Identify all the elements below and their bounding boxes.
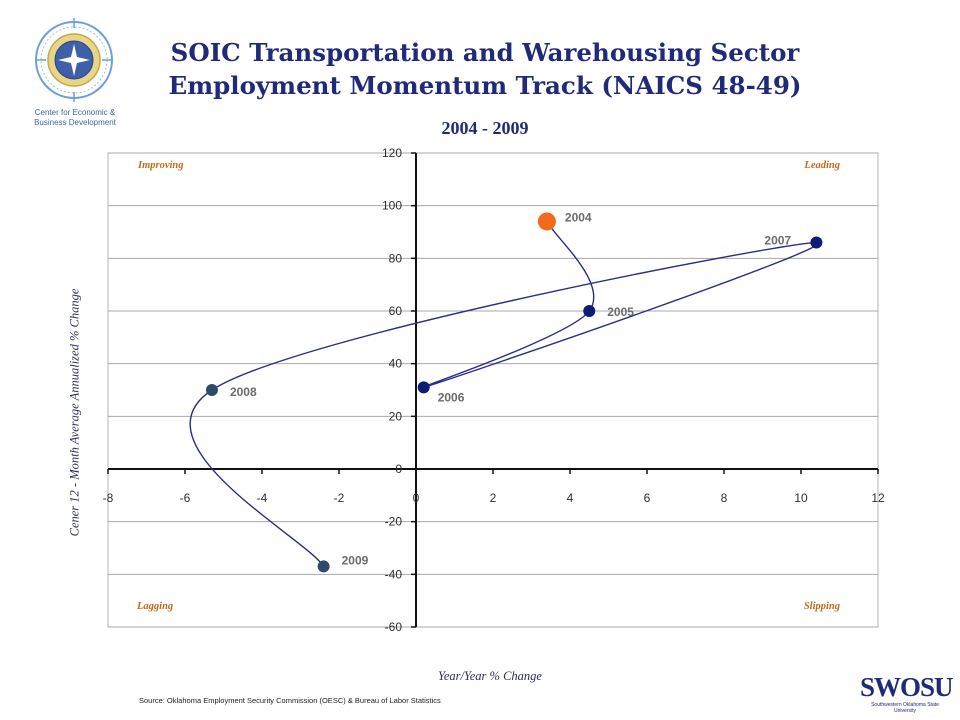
x-tick-label: -2	[334, 491, 345, 505]
y-tick-label: 120	[382, 146, 402, 160]
point-label-2006: 2006	[438, 390, 465, 404]
point-2007	[810, 236, 823, 249]
quadrant-slipping: Slipping	[804, 601, 840, 612]
chart-subtitle: 2004 - 2009	[441, 118, 529, 138]
point-label-2004: 2004	[565, 210, 592, 224]
quadrant-leading: Leading	[803, 160, 840, 171]
x-axis-label: Year/Year % Change	[438, 669, 542, 683]
y-tick-label: 80	[389, 251, 403, 265]
x-tick-label: 6	[644, 491, 651, 505]
swosu-logo: SWOSU Southwestern Oklahoma State Univer…	[860, 672, 954, 714]
y-tick-label: 60	[389, 304, 403, 318]
y-tick-label: -20	[385, 515, 403, 529]
logo-caption-line1: Center for Economic &	[34, 108, 116, 117]
plot-area	[107, 152, 879, 628]
x-tick-label: 4	[567, 491, 574, 505]
x-tick-label: -8	[103, 491, 114, 505]
y-tick-label: -60	[385, 620, 403, 634]
axes	[107, 152, 879, 628]
point-2006	[417, 381, 430, 394]
tick-labels: -8 -6 -4 -2 0 2 4 6 8 10 12-60-40-2002040608010012…	[103, 146, 885, 634]
grid-lines	[108, 152, 878, 628]
point-2008	[205, 384, 218, 396]
brand-name: SWOSU	[860, 672, 954, 702]
seal-logo	[35, 18, 113, 102]
logo-caption: Center for Economic & Business Developme…	[22, 108, 128, 128]
x-tick-label: 10	[794, 491, 808, 505]
point-label-2007: 2007	[764, 234, 791, 248]
point-label-2009: 2009	[342, 553, 369, 567]
quadrant-labels: Improving Leading Lagging Slipping	[136, 160, 840, 612]
track-line	[189, 221, 820, 567]
x-tick-label: -6	[180, 491, 191, 505]
quadrant-improving: Improving	[137, 160, 184, 171]
x-tick-label: 12	[871, 491, 885, 505]
point-2004	[537, 212, 556, 231]
point-2005	[583, 305, 596, 317]
compass-star-icon	[58, 44, 90, 76]
x-tick-label: -4	[257, 491, 268, 505]
source-note: Source: Oklahoma Employment Security Com…	[139, 696, 441, 705]
y-tick-label: 20	[389, 409, 403, 423]
momentum-track	[189, 221, 820, 567]
y-tick-label: 0	[395, 462, 402, 476]
point-label-2005: 2005	[607, 305, 634, 319]
title-line2: Employment Momentum Track (NAICS 48-49)	[168, 71, 802, 100]
x-tick-label: 0	[413, 491, 420, 505]
quadrant-lagging: Lagging	[136, 601, 173, 612]
y-tick-label: 100	[382, 199, 402, 213]
title-line1: SOIC Transportation and Warehousing Sect…	[170, 38, 800, 67]
y-tick-label: 40	[389, 357, 403, 371]
point-label-2008: 2008	[230, 385, 257, 399]
logo-caption-line2: Business Development	[34, 118, 116, 127]
point-2009	[317, 560, 330, 573]
y-tick-label: -40	[385, 567, 403, 581]
x-tick-label: 8	[721, 491, 728, 505]
x-tick-label: 2	[490, 491, 497, 505]
brand-subtitle: Southwestern Oklahoma State University	[871, 702, 939, 714]
page-title: SOIC Transportation and Warehousing Sect…	[140, 36, 830, 102]
